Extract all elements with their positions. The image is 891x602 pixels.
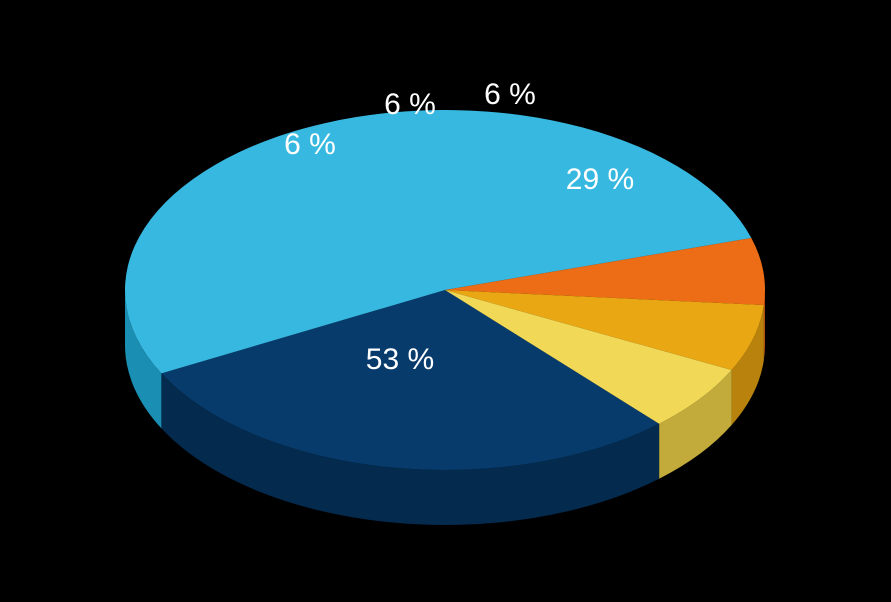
pie-label: 6 % xyxy=(284,128,336,162)
pie-label: 29 % xyxy=(566,163,634,197)
pie-tops xyxy=(125,110,765,470)
pie-chart-3d: 29 % 53 % 6 % 6 % 6 % xyxy=(0,0,891,602)
pie-label: 53 % xyxy=(366,343,434,377)
pie-svg xyxy=(0,0,891,602)
pie-label: 6 % xyxy=(484,78,536,112)
pie-label: 6 % xyxy=(384,88,436,122)
